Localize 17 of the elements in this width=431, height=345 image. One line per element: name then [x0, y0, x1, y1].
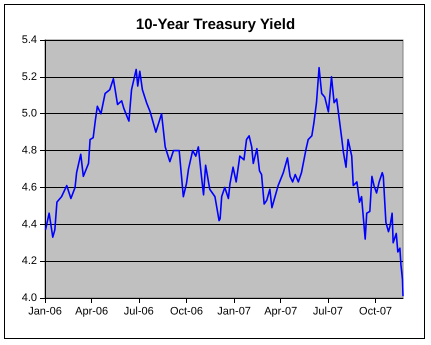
x-tick-label: Jan-07 [217, 306, 251, 318]
x-tick-label: Jul-06 [124, 306, 154, 318]
x-tick-label: Oct-06 [170, 306, 203, 318]
x-tick-label: Oct-07 [359, 306, 392, 318]
x-tick-label: Apr-07 [264, 306, 298, 318]
x-tick-label: Apr-06 [75, 306, 108, 318]
y-tick-label: 5.0 [22, 108, 37, 120]
y-tick-label: 4.0 [22, 292, 37, 304]
y-tick-label: 4.2 [22, 255, 37, 268]
y-tick-label: 5.2 [22, 70, 37, 83]
x-tick-label: Jul-07 [312, 306, 343, 318]
x-tick-label: Jan-06 [28, 306, 62, 318]
y-tick-label: 4.8 [22, 144, 37, 157]
y-tick-label: 4.6 [22, 181, 37, 194]
y-tick-label: 4.4 [22, 218, 37, 230]
y-tick-label: 5.4 [22, 34, 37, 46]
chart-title: 10-Year Treasury Yield [136, 16, 296, 33]
